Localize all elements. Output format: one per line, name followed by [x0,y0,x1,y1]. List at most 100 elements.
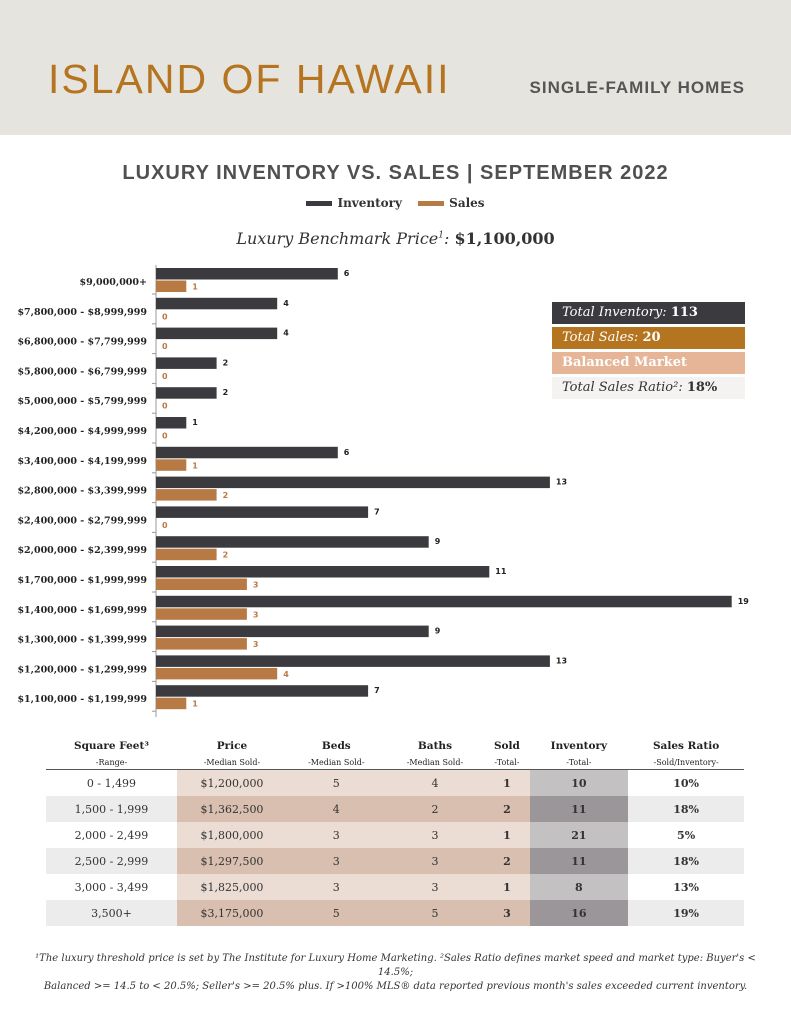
category-label: $9,000,000+ [80,277,147,288]
legend-label-sales: Sales [449,196,485,210]
market-type-label: Balanced Market [562,355,687,370]
total-sales-label: Total Sales: [562,330,639,345]
col-subheader-price: -Median Sold- [176,755,287,770]
market-type-box: Balanced Market [552,352,745,374]
legend-swatch-inventory [306,201,333,206]
footnote-line-2: Balanced >= 14.5 to < 20.5%; Seller's >=… [43,981,748,992]
category-label: $2,400,000 - $2,799,999 [17,515,147,526]
cell-square-feet: 0 - 1,499 [46,769,177,796]
category-label: $6,800,000 - $7,799,999 [17,337,147,348]
col-header-price: Price [216,740,248,752]
cell-baths: 3 [385,822,485,848]
total-inventory-label: Total Inventory: [562,305,667,320]
cell-sold: 1 [484,822,530,848]
col-header-sold: Sold [493,740,520,752]
col-subheader-square-feet: -Range- [46,755,177,770]
cell-beds: 3 [286,874,386,900]
cell-inventory: 8 [529,874,629,900]
cell-price: $3,175,000 [176,900,287,926]
cell-sales-ratio: 19% [628,900,744,926]
sales-value-label: 0 [162,432,168,441]
legend-item-sales: Sales [418,196,485,210]
benchmark-label: Luxury Benchmark Price [236,229,439,248]
category-label: $1,300,000 - $1,399,999 [17,635,147,646]
category-label: $5,000,000 - $5,799,999 [17,396,147,407]
table-row: 1,500 - 1,999 $1,362,500 4 2 2 11 18% [46,796,744,822]
table-row: 2,000 - 2,499 $1,800,000 3 3 1 21 5% [46,822,744,848]
inventory-bar [156,327,278,340]
cell-inventory: 16 [529,900,629,926]
chart-legend: Inventory Sales [0,196,791,210]
cell-price: $1,362,500 [176,796,287,822]
sales-bar [156,638,247,650]
category-label: $2,000,000 - $2,399,999 [17,545,147,556]
cell-sold: 2 [484,796,530,822]
cell-sold: 1 [484,874,530,900]
cell-square-feet: 3,000 - 3,499 [46,874,177,900]
cell-sales-ratio: 10% [628,769,744,796]
inventory-bar [156,297,278,310]
inventory-bar [156,685,369,697]
cell-baths: 5 [385,900,485,926]
category-label: $1,100,000 - $1,199,999 [17,694,147,705]
sales-ratio-label: Total Sales Ratio²: [562,380,683,395]
sales-value-label: 3 [253,610,259,619]
benchmark-footnote-mark: 1 [438,230,444,241]
sales-value-label: 1 [192,700,198,709]
inventory-bar [156,566,490,578]
col-header-baths: Baths [417,740,452,752]
legend-swatch-sales [418,201,445,206]
col-header-inventory: Inventory [550,740,608,752]
cell-inventory: 21 [529,822,629,848]
sales-bar [156,608,247,620]
category-label: $1,700,000 - $1,999,999 [17,575,147,586]
sales-value-label: 1 [192,461,198,470]
sales-ratio-box: Total Sales Ratio²: 18% [552,377,745,399]
inventory-bar [156,536,429,548]
inventory-bar [156,625,429,638]
footnote-line-1: ¹The luxury threshold price is set by Th… [35,953,756,978]
cell-square-feet: 3,500+ [46,900,177,926]
table-subheader-row: -Range- -Median Sold- -Median Sold- -Med… [46,755,744,770]
cell-sales-ratio: 18% [628,848,744,874]
total-sales-value: 20 [642,330,661,345]
cell-inventory: 11 [529,848,629,874]
inventory-value-label: 9 [435,537,441,546]
col-header-square-feet: Square Feet³ [74,740,149,752]
cell-sales-ratio: 18% [628,796,744,822]
cell-square-feet: 2,000 - 2,499 [46,822,177,848]
inventory-bar [156,446,338,459]
cell-price: $1,297,500 [176,848,287,874]
inventory-value-label: 2 [223,358,229,367]
sales-value-label: 0 [162,521,168,530]
sales-ratio-value: 18% [686,380,718,395]
sales-bar [156,489,217,501]
inventory-bar [156,417,187,429]
col-subheader-sales-ratio: -Sold/Inventory- [628,755,744,770]
sales-value-label: 4 [283,670,289,679]
table-row: 0 - 1,499 $1,200,000 5 4 1 10 10% [46,769,744,796]
sales-bar [156,548,217,561]
category-label: $1,400,000 - $1,699,999 [17,605,147,616]
col-subheader-beds: -Median Sold- [286,755,386,770]
sales-stats-table: Square Feet³ Price Beds Baths Sold Inven… [46,737,744,926]
col-header-beds: Beds [321,740,351,752]
inventory-value-label: 6 [344,448,350,457]
category-label: $1,200,000 - $1,299,999 [17,664,147,675]
cell-inventory: 11 [529,796,629,822]
sales-value-label: 3 [253,581,259,590]
col-header-sales-ratio: Sales Ratio [652,740,720,752]
benchmark-price: Luxury Benchmark Price1: $1,100,000 [236,229,555,248]
inventory-bar [156,506,369,518]
chart-title: LUXURY INVENTORY VS. SALES | SEPTEMBER 2… [122,162,669,184]
sales-value-label: 0 [162,312,168,321]
table-row: 2,500 - 2,999 $1,297,500 3 3 2 11 18% [46,848,744,874]
sales-value-label: 1 [192,283,198,292]
inventory-bar [156,268,338,280]
cell-beds: 3 [286,848,386,874]
category-label: $5,800,000 - $6,799,999 [17,366,147,377]
cell-square-feet: 2,500 - 2,999 [46,848,177,874]
benchmark-value: $1,100,000 [454,229,555,248]
cell-beds: 3 [286,822,386,848]
inventory-bar [156,476,550,489]
